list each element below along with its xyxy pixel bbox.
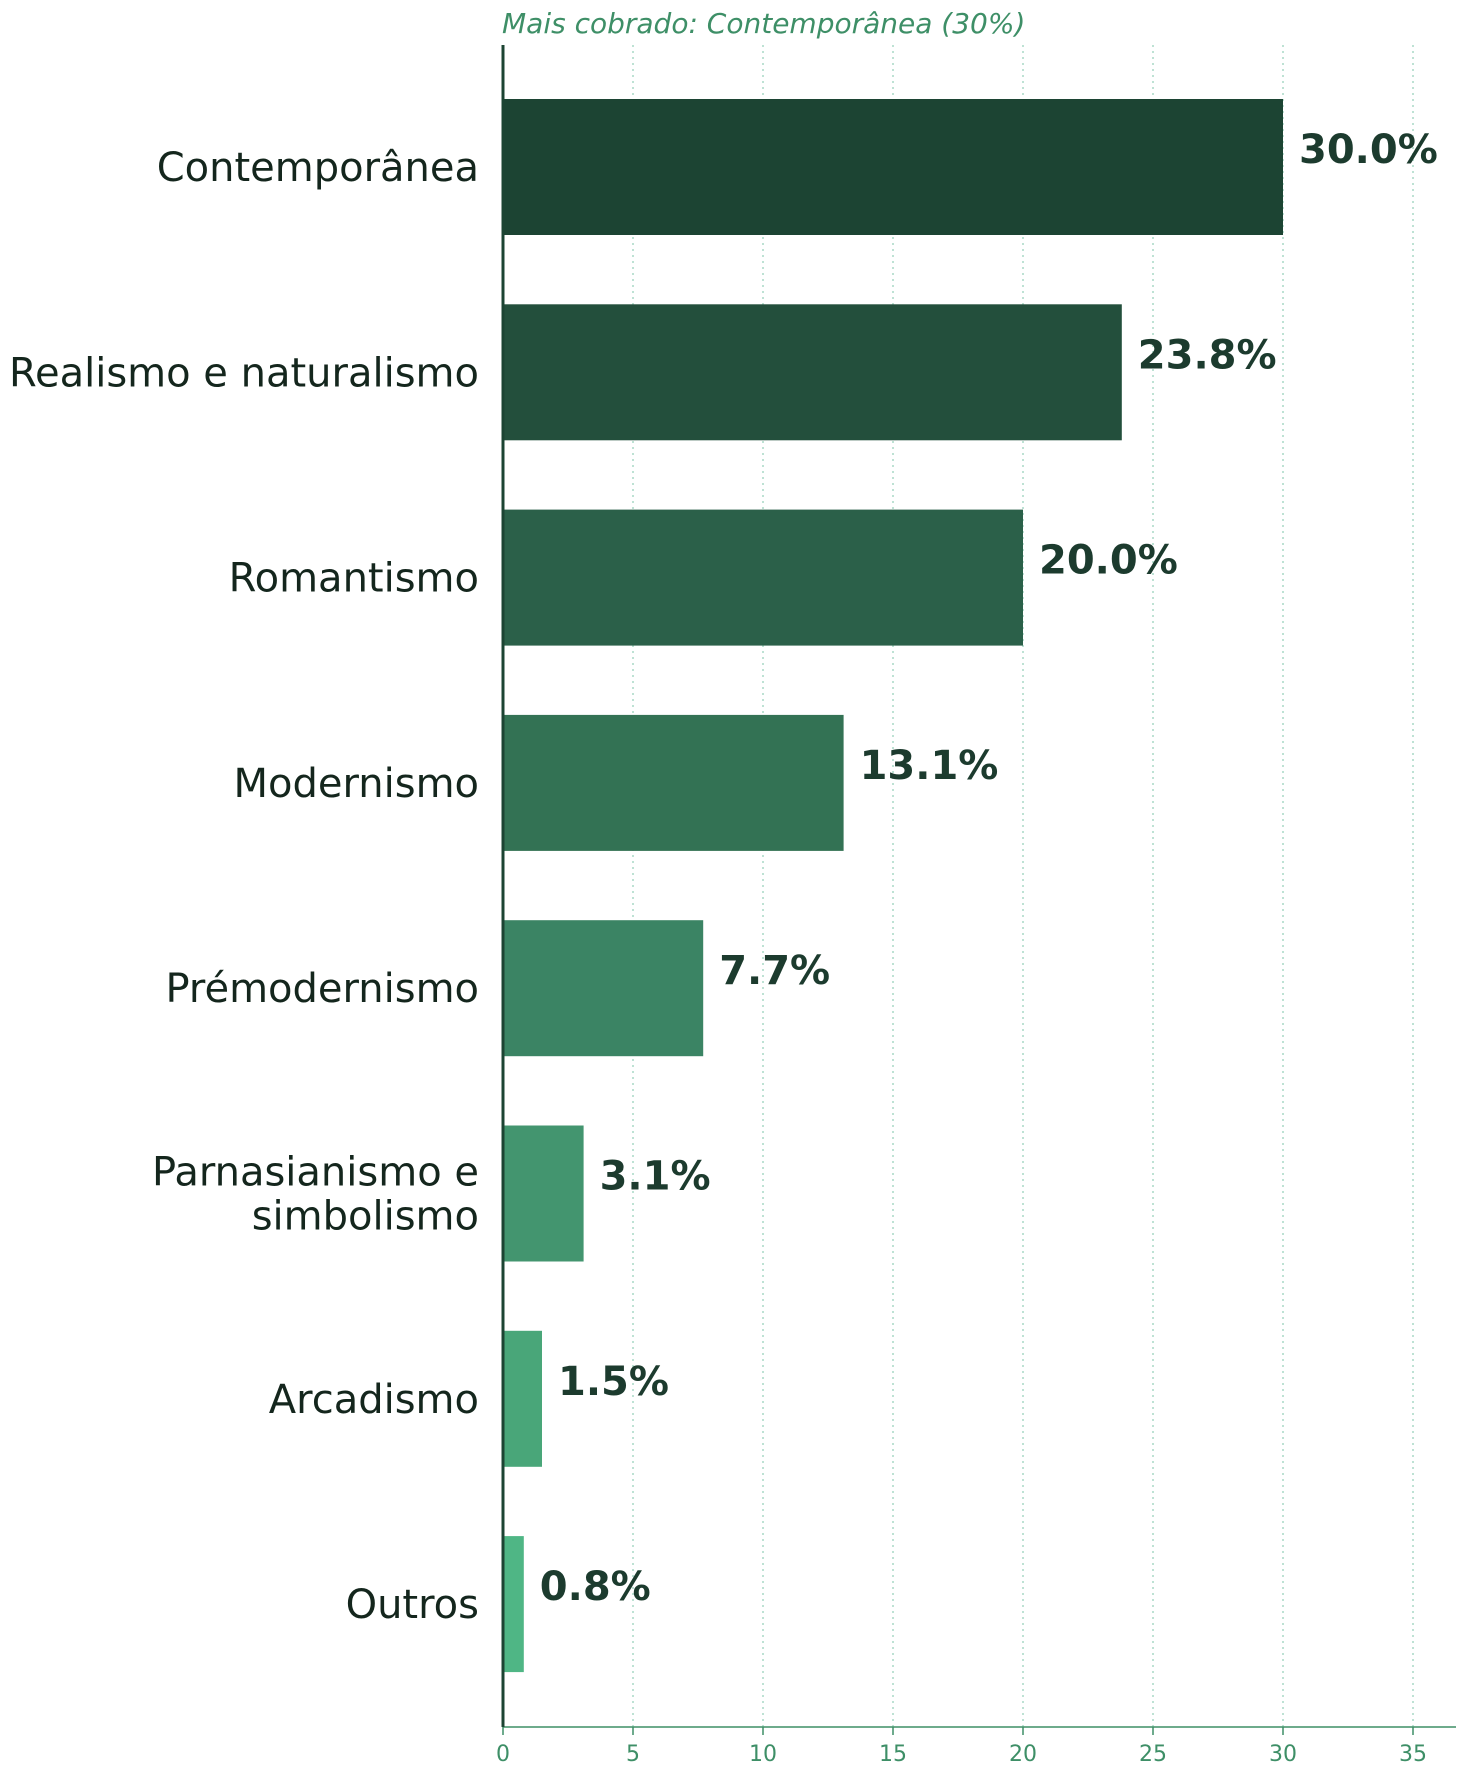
x-tick-label: 5 [626, 1742, 640, 1765]
value-label: 23.8% [1138, 332, 1277, 378]
value-label: 0.8% [540, 1564, 651, 1610]
x-tick-label: 30 [1269, 1742, 1297, 1765]
bar [503, 304, 1122, 441]
value-label: 13.1% [860, 743, 999, 789]
x-tick-label: 35 [1399, 1742, 1427, 1765]
chart-subtitle: Mais cobrado: Contemporânea (30%) [502, 7, 1025, 40]
bar [503, 509, 1023, 646]
category-label: Outros [346, 1582, 479, 1628]
bar [503, 1330, 542, 1467]
category-label: Contemporânea [157, 145, 479, 191]
x-tick-label: 25 [1139, 1742, 1167, 1765]
category-label: Realismo e naturalismo [9, 350, 479, 396]
bar [503, 920, 704, 1057]
x-tick-label: 20 [1009, 1742, 1037, 1765]
category-label: Prémodernismo [165, 966, 479, 1012]
x-tick-label: 0 [496, 1742, 510, 1765]
value-label: 30.0% [1299, 127, 1438, 173]
bar [503, 1536, 524, 1673]
bar [503, 1125, 584, 1262]
value-labels: 30.0% 23.8% 20.0% 13.1% 7.7% 3.1% 1.5% 0.8% [540, 127, 1438, 1610]
category-label: Modernismo [234, 761, 479, 807]
x-tick-label: 10 [749, 1742, 777, 1765]
category-labels: Contemporânea Realismo e naturalismo Roman… [9, 145, 479, 1628]
bars [503, 99, 1283, 1673]
grid-lines [632, 45, 1414, 1727]
value-label: 3.1% [600, 1154, 711, 1200]
value-label: 20.0% [1039, 538, 1178, 584]
axes: 0 5 10 15 20 25 30 35 [496, 45, 1456, 1765]
bar [503, 99, 1283, 235]
category-label: Parnasianismo e simbolismo [152, 1150, 479, 1240]
value-label: 1.5% [558, 1359, 669, 1405]
value-label: 7.7% [719, 948, 830, 994]
x-tick-label: 15 [879, 1742, 907, 1765]
category-label: Arcadismo [269, 1377, 479, 1423]
bar [503, 714, 844, 851]
category-label: Romantismo [229, 556, 479, 602]
